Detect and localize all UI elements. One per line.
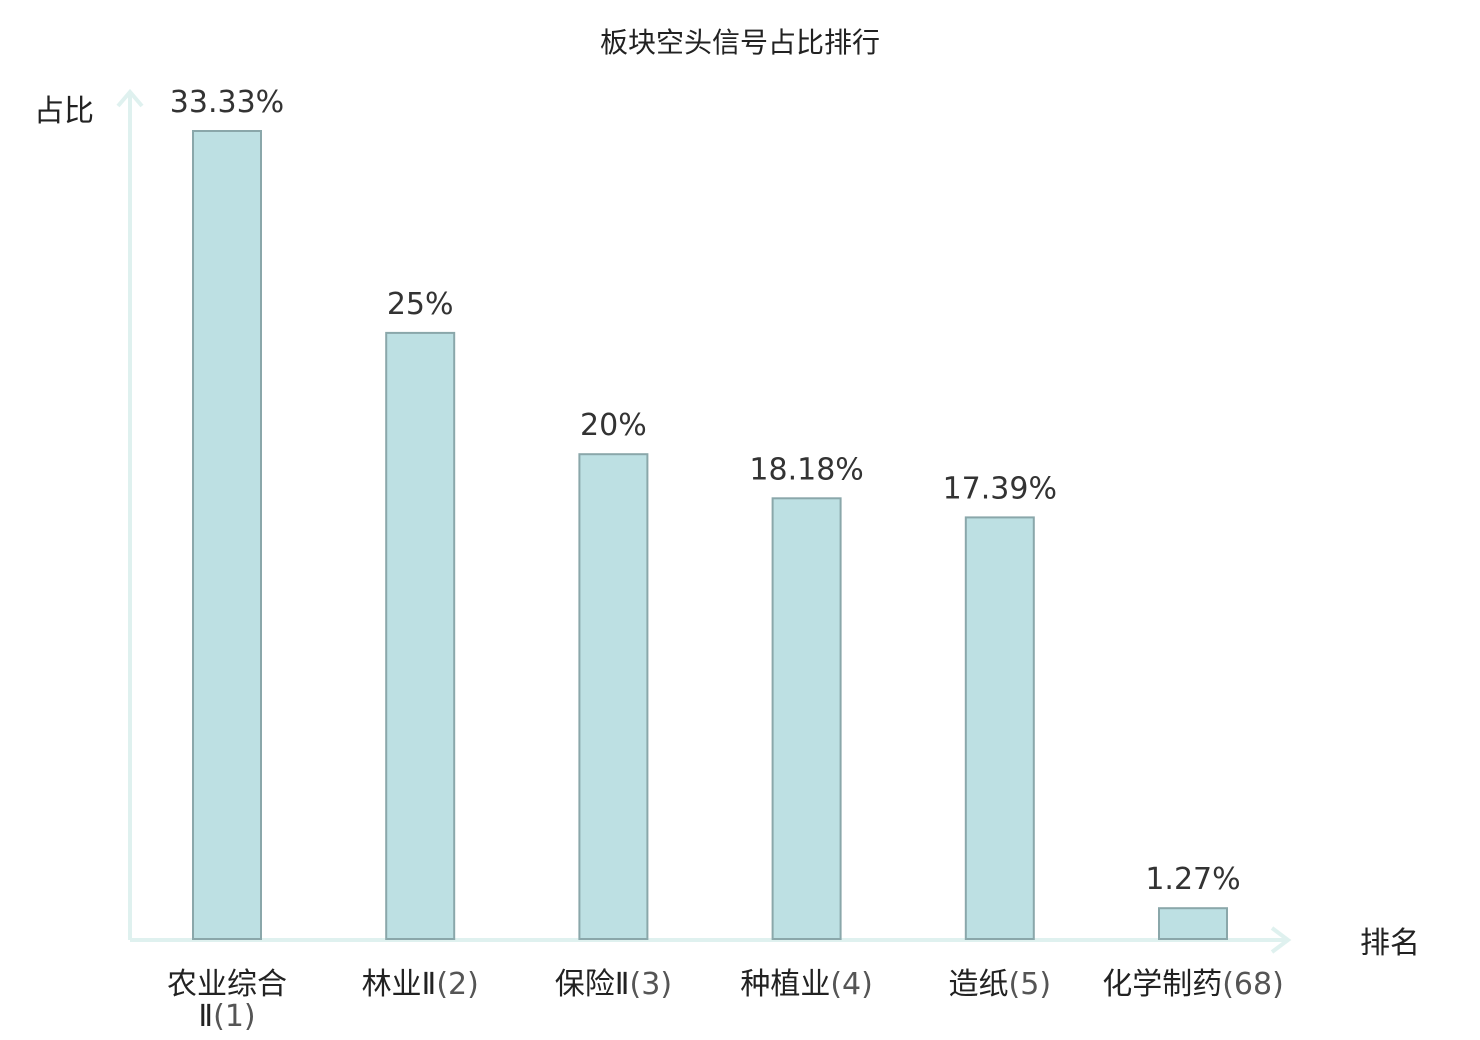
- bar-2: [385, 331, 456, 940]
- x-axis-arrow: [1270, 926, 1292, 954]
- category-label-5: 造纸(5): [949, 967, 1052, 1002]
- y-axis-label: 占比: [34, 94, 94, 129]
- value-label-5: 17.39%: [943, 471, 1057, 506]
- bars-group: [192, 130, 1228, 941]
- category-label-6: 化学制药(68): [1102, 967, 1284, 1002]
- value-label-3: 20%: [580, 408, 647, 443]
- value-label-6: 1.27%: [1145, 862, 1240, 897]
- value-label-4: 18.18%: [749, 452, 863, 487]
- bar-4: [771, 497, 842, 940]
- category-label-3: 保险Ⅱ(3): [555, 967, 672, 1002]
- labels-group: 33.33% 农业综合 Ⅱ(1) 25% 林业Ⅱ(2) 20% 保险Ⅱ(3) 18.18% 种植…: [167, 85, 1284, 1034]
- chart-title: 板块空头信号占比排行: [600, 26, 880, 59]
- bar-6: [1158, 907, 1228, 941]
- value-label-2: 25%: [387, 287, 454, 322]
- category-label-4: 种植业(4): [740, 967, 873, 1002]
- bar-3: [578, 453, 649, 940]
- bar-5: [964, 516, 1035, 941]
- category-label-1: 农业综合 Ⅱ(1): [167, 967, 287, 1034]
- bar-1: [192, 130, 262, 940]
- category-label-2: 林业Ⅱ(2): [362, 967, 479, 1002]
- y-axis-arrow: [116, 88, 144, 108]
- x-axis-label: 排名: [1360, 926, 1420, 961]
- value-label-1: 33.33%: [170, 85, 284, 120]
